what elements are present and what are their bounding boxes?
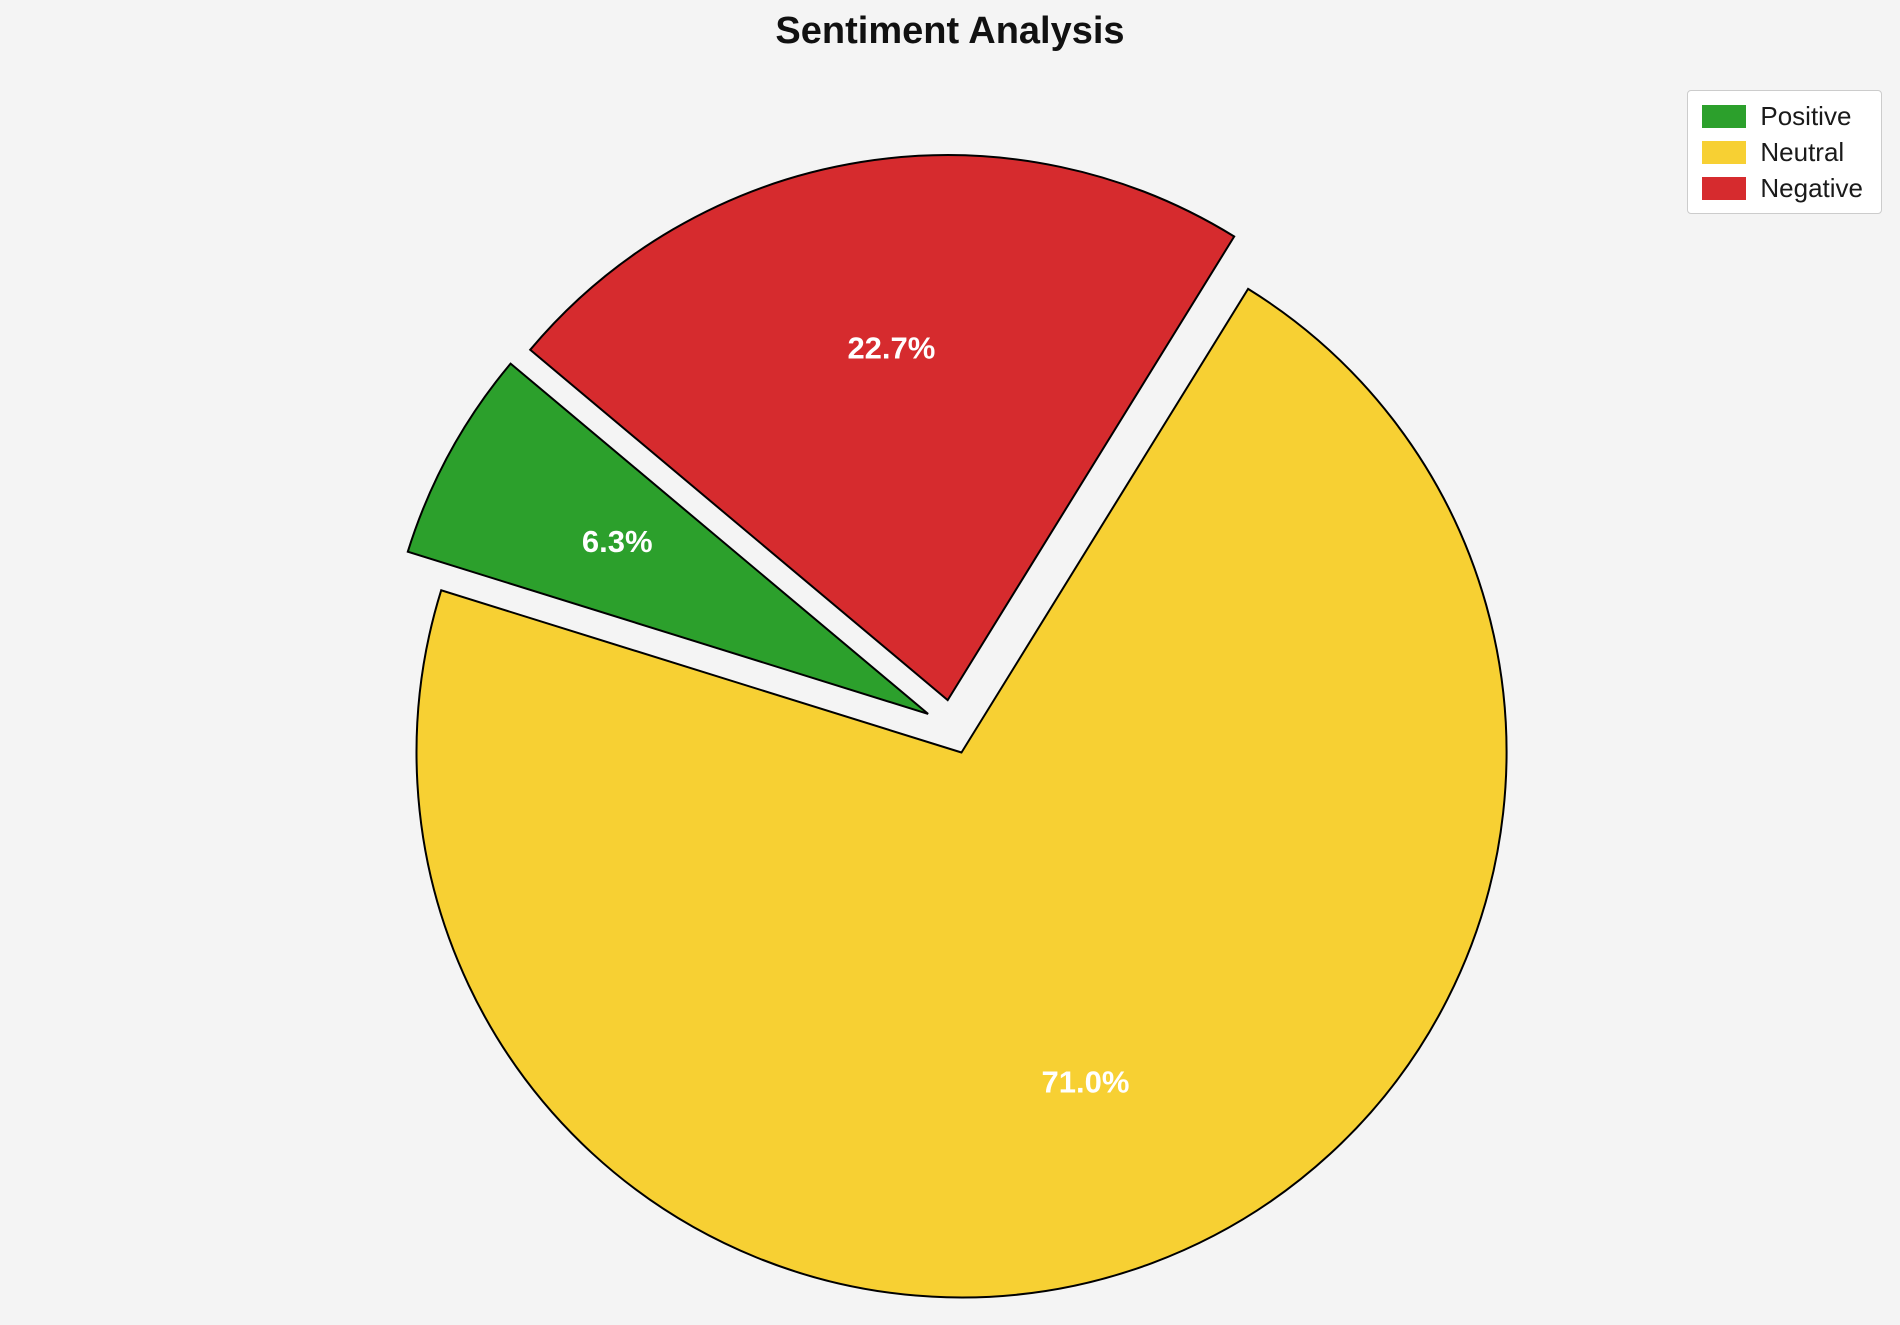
legend: Positive Neutral Negative (1687, 90, 1882, 214)
legend-swatch-neutral (1702, 140, 1747, 164)
legend-item-neutral: Neutral (1702, 139, 1863, 165)
legend-label-neutral: Neutral (1760, 137, 1845, 167)
pie-percent-label-negative: 22.7% (847, 330, 935, 365)
pie-percent-label-positive: 6.3% (582, 524, 653, 559)
legend-swatch-negative (1702, 176, 1747, 200)
legend-swatch-positive (1702, 104, 1747, 128)
pie-slice-negative (528, 154, 1236, 702)
legend-label-positive: Positive (1760, 101, 1852, 131)
legend-item-positive: Positive (1702, 103, 1863, 129)
chart-title: Sentiment Analysis (775, 10, 1125, 52)
legend-item-negative: Negative (1702, 175, 1863, 201)
pie-slice-positive (406, 362, 929, 715)
pie-slice-neutral (415, 287, 1508, 1299)
pie-percent-label-neutral: 71.0% (1042, 1065, 1130, 1100)
legend-label-negative: Negative (1760, 173, 1863, 203)
